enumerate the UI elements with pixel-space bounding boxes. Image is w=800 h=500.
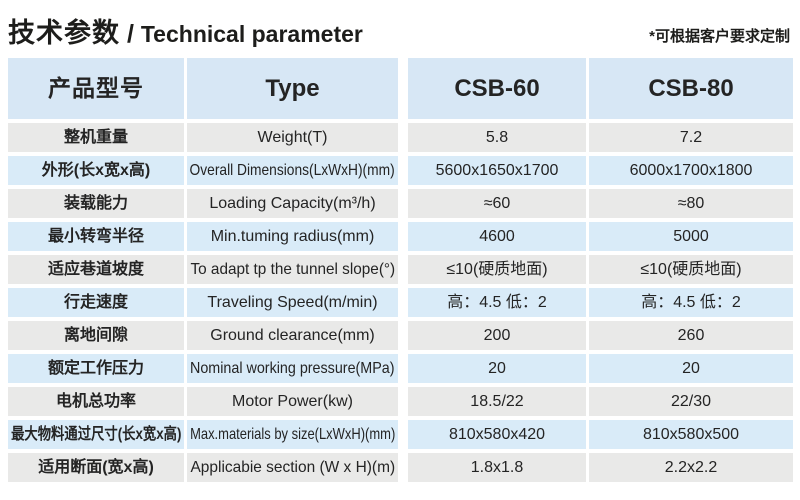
csb80-value-cell: ≤10(硬质地面) — [589, 255, 793, 284]
parameter-name-cn-cell: 装载能力 — [8, 189, 184, 218]
csb80-value-cell: 7.2 — [589, 123, 793, 152]
csb80-value-cell: 高：4.5 低：2 — [589, 288, 793, 317]
column-header-type: Type — [187, 58, 398, 119]
page-title-english: Technical parameter — [140, 21, 363, 47]
column-header-product-model: 产品型号 — [8, 58, 184, 119]
parameter-name-cn-cell: 外形(长x宽x高) — [8, 156, 184, 185]
parameter-name-en-cell: Traveling Speed(m/min) — [187, 288, 398, 317]
csb60-value-cell: 5.8 — [408, 123, 586, 152]
page-title: 技术参数 / Technical parameter — [8, 11, 363, 50]
parameter-name-en-cell: Weight(T) — [187, 123, 398, 152]
csb80-value-cell: 810x580x500 — [589, 420, 793, 449]
csb80-value-cell: 260 — [589, 321, 793, 350]
parameter-name-en-cell: Nominal working pressure(MPa) — [187, 354, 398, 383]
csb60-value-cell: 4600 — [408, 222, 586, 251]
parameter-name-en-cell: Motor Power(kw) — [187, 387, 398, 416]
parameter-tables: 产品型号 Type 整机重量 Weight(T) 外形(长x宽x高) Overa… — [8, 58, 795, 482]
parameter-name-cn-cell: 适用断面(宽x高) — [8, 453, 184, 482]
column-header-csb60: CSB-60 — [408, 58, 586, 119]
page-title-chinese: 技术参数 — [8, 18, 120, 48]
column-header-csb80: CSB-80 — [589, 58, 793, 119]
csb80-value-cell: 22/30 — [589, 387, 793, 416]
parameter-name-cn-cell: 电机总功率 — [8, 387, 184, 416]
parameter-name-cn-cell: 行走速度 — [8, 288, 184, 317]
customization-note: *可根据客户要求定制 — [649, 28, 790, 45]
parameter-name-en-cell: Max.materials by size(LxWxH)(mm) — [187, 420, 398, 449]
parameter-name-en-cell: Overall Dimensions(LxWxH)(mm) — [187, 156, 398, 185]
parameter-name-table: 产品型号 Type 整机重量 Weight(T) 外形(长x宽x高) Overa… — [8, 58, 398, 482]
parameter-name-en-cell: Loading Capacity(m³/h) — [187, 189, 398, 218]
csb60-value-cell: ≤10(硬质地面) — [408, 255, 586, 284]
parameter-name-cn-cell: 适应巷道坡度 — [8, 255, 184, 284]
csb60-value-cell: 200 — [408, 321, 586, 350]
parameter-name-cn-cell: 整机重量 — [8, 123, 184, 152]
csb60-value-cell: 20 — [408, 354, 586, 383]
parameter-name-en-cell: Applicabie section (W x H)(m) — [187, 453, 398, 482]
parameter-name-en-cell: Min.tuming radius(mm) — [187, 222, 398, 251]
csb60-value-cell: ≈60 — [408, 189, 586, 218]
parameter-name-cn-cell: 额定工作压力 — [8, 354, 184, 383]
sheet-header: 技术参数 / Technical parameter *可根据客户要求定制 — [0, 0, 800, 58]
csb80-value-cell: 20 — [589, 354, 793, 383]
parameter-name-cn-cell: 离地间隙 — [8, 321, 184, 350]
csb60-value-cell: 810x580x420 — [408, 420, 586, 449]
csb80-value-cell: 5000 — [589, 222, 793, 251]
parameter-name-en-cell: To adapt tp the tunnel slope(°) — [187, 255, 398, 284]
csb80-value-cell: 2.2x2.2 — [589, 453, 793, 482]
parameter-name-cn-cell: 最大物料通过尺寸(长x宽x高) — [8, 420, 184, 449]
title-separator: / — [120, 20, 141, 48]
parameter-name-cn-cell: 最小转弯半径 — [8, 222, 184, 251]
csb60-value-cell: 1.8x1.8 — [408, 453, 586, 482]
csb60-value-cell: 高：4.5 低：2 — [408, 288, 586, 317]
csb80-value-cell: ≈80 — [589, 189, 793, 218]
parameter-name-en-cell: Ground clearance(mm) — [187, 321, 398, 350]
csb80-value-cell: 6000x1700x1800 — [589, 156, 793, 185]
parameter-value-table: CSB-60 CSB-80 5.8 7.2 5600x1650x1700 600… — [408, 58, 793, 482]
csb60-value-cell: 18.5/22 — [408, 387, 586, 416]
csb60-value-cell: 5600x1650x1700 — [408, 156, 586, 185]
